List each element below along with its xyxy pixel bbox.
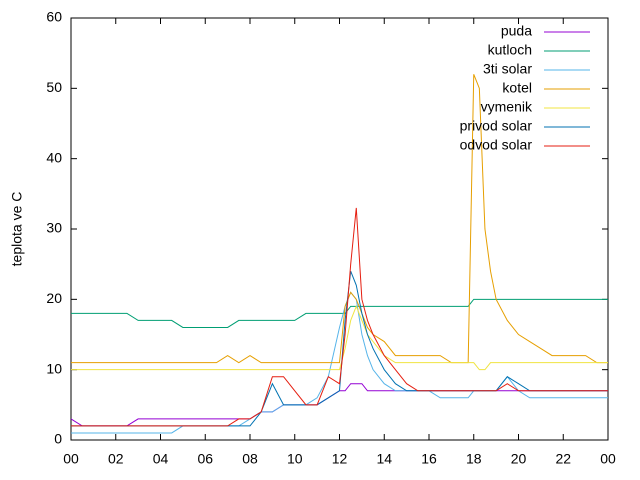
legend-label: kotel <box>502 80 532 96</box>
y-axis-label: teplota ve C <box>9 192 25 267</box>
x-tick-label: 04 <box>153 451 169 467</box>
x-tick-label: 02 <box>108 451 124 467</box>
plot-border <box>70 17 609 441</box>
legend-label: 3ti solar <box>483 61 532 77</box>
legend-label: privod solar <box>460 118 533 134</box>
x-tick-label: 16 <box>421 451 437 467</box>
y-tick-label: 50 <box>46 79 62 95</box>
x-tick-label: 08 <box>242 451 258 467</box>
y-tick-label: 60 <box>46 9 62 25</box>
x-tick-label: 18 <box>466 451 482 467</box>
series-line <box>70 383 608 427</box>
legend-label: odvod solar <box>460 137 533 153</box>
series-line <box>71 207 608 427</box>
y-tick-label: 10 <box>46 360 62 376</box>
legend-label: kutloch <box>488 42 532 58</box>
x-tick-label: 10 <box>287 451 303 467</box>
legend-label: puda <box>501 23 532 39</box>
x-tick-label: 00 <box>63 451 79 467</box>
x-tick-label: 14 <box>376 451 392 467</box>
series-line <box>71 298 608 328</box>
x-tick-label: 06 <box>197 451 213 467</box>
x-tick-label: 22 <box>555 451 571 467</box>
legend-label: vymenik <box>481 99 533 115</box>
series-line <box>71 271 608 427</box>
y-tick-label: 40 <box>46 149 62 165</box>
y-tick-label: 20 <box>46 290 62 306</box>
y-tick-label: 0 <box>54 431 62 447</box>
x-tick-label: 00 <box>600 451 616 467</box>
series-line <box>71 74 608 364</box>
x-tick-label: 20 <box>511 451 527 467</box>
x-tick-label: 12 <box>332 451 348 467</box>
y-tick-label: 30 <box>46 220 62 236</box>
series-line <box>71 305 608 371</box>
